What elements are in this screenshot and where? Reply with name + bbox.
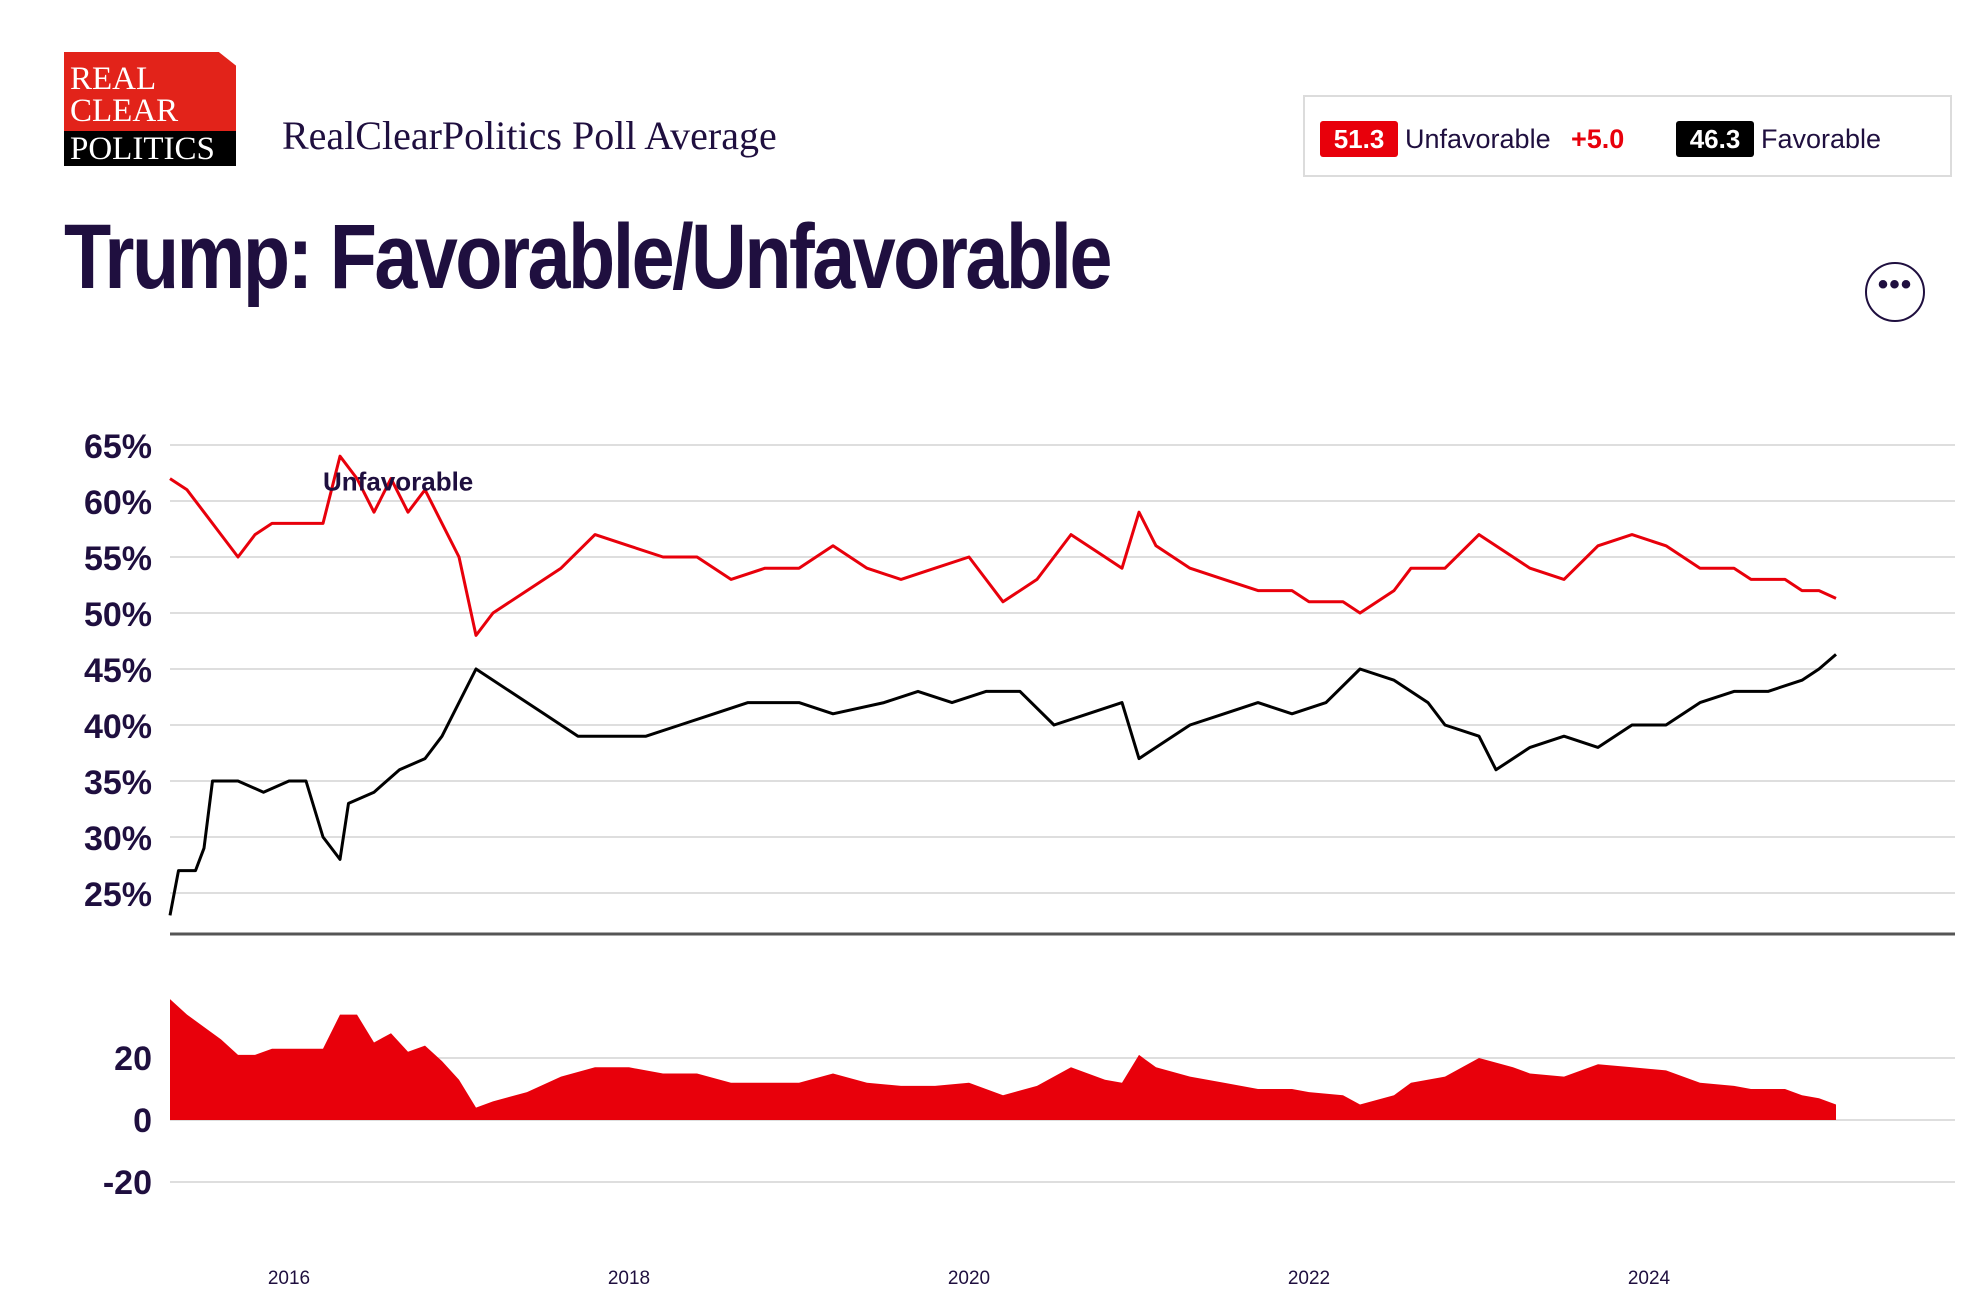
y-tick-label: 35% — [84, 764, 152, 802]
page-title: Trump: Favorable/Unfavorable — [64, 206, 1112, 308]
x-tick-label: 2024 — [1628, 1268, 1671, 1289]
unfavorable-label: Unfavorable — [1405, 124, 1551, 154]
y-tick-label: 50% — [84, 596, 152, 634]
favorable-value-badge: 46.3 — [1676, 121, 1754, 157]
x-tick-label: 2016 — [268, 1268, 310, 1289]
series-annotation: Unfavorable — [323, 466, 473, 496]
unfavorable-value-badge: 51.3 — [1320, 121, 1398, 157]
series-line — [169, 454, 1837, 637]
series-line — [168, 653, 1837, 916]
y-tick-label: 20 — [114, 1040, 152, 1078]
logo-line-1: REAL — [70, 61, 157, 97]
y-tick-label: 65% — [84, 428, 152, 466]
spread-value: +5.0 — [1571, 124, 1625, 154]
y-tick-label: 40% — [84, 708, 152, 746]
x-tick-label: 2020 — [948, 1268, 990, 1289]
y-tick-label: 25% — [84, 876, 152, 914]
favorable-label: Favorable — [1761, 124, 1882, 154]
y-tick-label: 30% — [84, 820, 152, 858]
more-options-button[interactable]: ••• — [1865, 262, 1925, 322]
y-tick-label: 0 — [133, 1102, 152, 1140]
logo-line-3: POLITICS — [64, 131, 236, 166]
rcp-logo[interactable]: REAL CLEAR POLITICS — [64, 52, 236, 166]
y-tick-label: 45% — [84, 652, 152, 690]
logo-line-2: CLEAR — [70, 93, 179, 129]
y-tick-label: 60% — [84, 484, 152, 522]
x-tick-label: 2022 — [1288, 1268, 1330, 1289]
spread-area — [170, 999, 1836, 1120]
site-subtitle: RealClearPolitics Poll Average — [282, 113, 777, 158]
y-tick-label: -20 — [103, 1164, 152, 1202]
legend-box: 51.3 Unfavorable +5.0 46.3 Favorable — [1303, 95, 1952, 177]
y-tick-label: 55% — [84, 540, 152, 578]
x-tick-label: 2018 — [608, 1268, 650, 1289]
